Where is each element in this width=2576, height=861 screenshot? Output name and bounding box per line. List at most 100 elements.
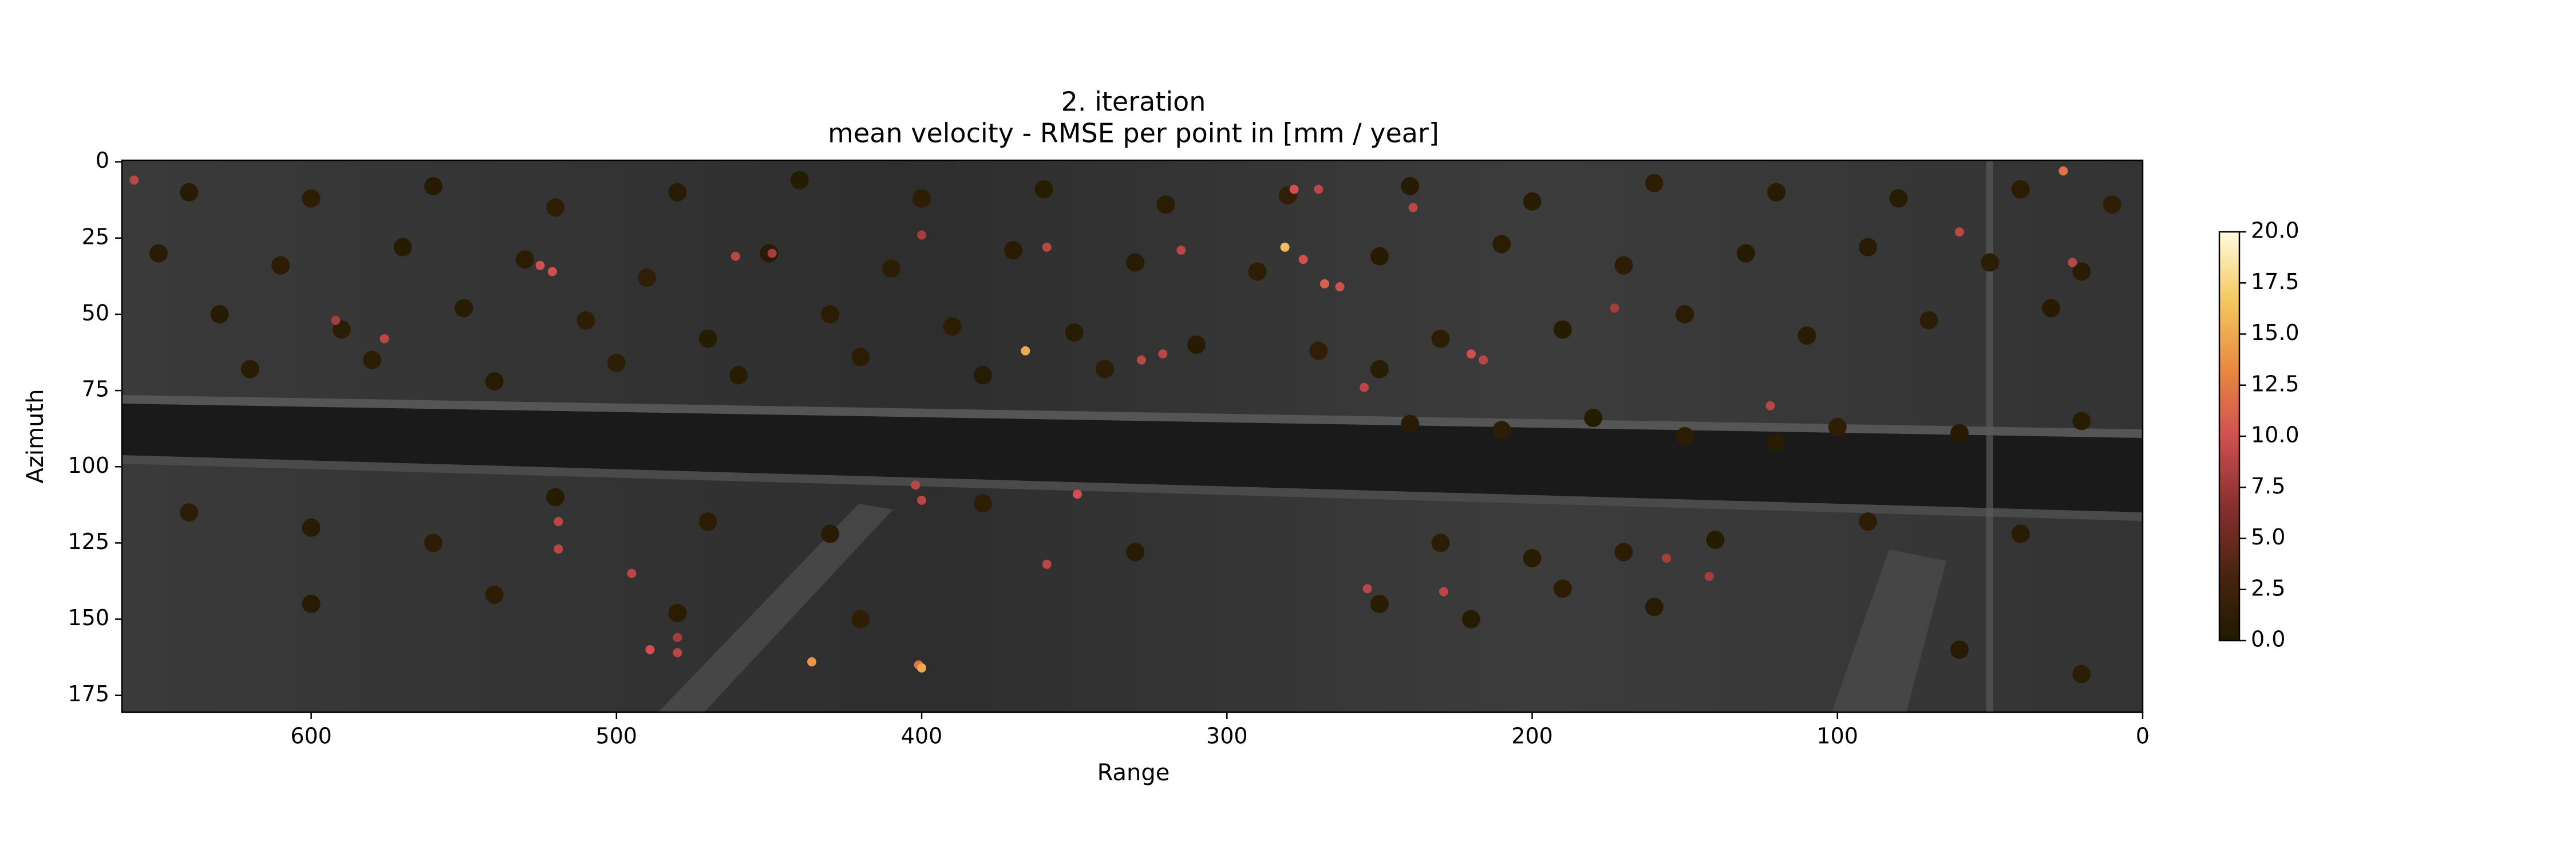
chart-title: 2. iteration [1061,86,1206,117]
point [1401,177,1420,196]
point [1362,584,1372,594]
point [1676,427,1694,445]
point [363,350,382,369]
point [668,603,687,622]
x-tick-label: 200 [1511,724,1553,749]
point [210,305,229,323]
point [912,189,931,208]
point [1645,173,1664,192]
colorbar-tick-label: 5.0 [2251,524,2285,550]
point [1431,329,1450,348]
point [807,657,817,667]
point [1955,227,1965,237]
point [1706,531,1725,550]
point [1176,246,1186,255]
point [1319,279,1329,289]
point [332,320,351,339]
point [1704,571,1714,581]
point [1584,409,1603,428]
point [1042,559,1052,569]
points [129,166,2121,684]
colorbar-tick-label: 7.5 [2251,473,2285,499]
point [1981,253,2000,272]
point [851,347,870,366]
point [973,494,992,513]
point [240,360,259,378]
point [1950,424,1969,443]
point [1126,543,1145,562]
point [1298,255,1308,264]
point [1439,587,1448,597]
point [851,610,870,629]
point [1065,323,1084,342]
point [790,171,809,189]
point [424,534,442,552]
point [668,183,687,202]
point [1096,360,1115,378]
colorbar-tick-label: 0.0 [2251,627,2285,652]
point [1645,598,1664,617]
point [2072,665,2091,684]
point [1676,305,1694,323]
point [638,268,657,287]
point [698,512,717,531]
point [2059,166,2068,176]
point [271,256,290,275]
colorbar-tick-label: 20.0 [2251,218,2300,243]
y-tick-label: 75 [82,377,109,402]
point [546,488,565,507]
point [911,480,920,490]
y-tick-label: 125 [68,529,109,554]
y-tick-label: 0 [96,148,109,173]
point [1553,320,1572,339]
colorbar [2218,231,2241,642]
point [2068,258,2077,267]
point [1889,189,1908,208]
point [1919,311,1938,330]
point [1004,241,1023,260]
point [1610,303,1619,313]
point [821,524,840,543]
point [1187,335,1206,354]
point [645,645,655,654]
point [554,517,563,527]
point [1859,238,1878,256]
x-tick-label: 300 [1206,724,1248,749]
point [180,503,199,522]
point [917,663,927,673]
point [546,198,565,217]
point [673,648,682,658]
point [2072,412,2091,430]
point [576,311,595,330]
x-tick-label: 100 [1817,724,1859,749]
point [1309,341,1328,360]
point [1614,543,1633,562]
point [1479,355,1488,365]
background-image [122,160,2143,712]
point [129,175,139,185]
point [1126,253,1145,272]
point [1370,594,1389,613]
point [331,315,341,325]
colorbar-tick-label: 15.0 [2251,320,2300,345]
point [1073,489,1082,499]
point [485,585,504,604]
point [917,230,927,240]
point [1466,349,1476,359]
point [1248,262,1267,281]
point [767,248,777,258]
point [424,177,442,196]
point [1034,180,1053,199]
point [149,244,168,263]
colorbar-tick-label: 17.5 [2251,269,2300,294]
chart-subtitle: mean velocity - RMSE per point in [mm / … [828,118,1439,149]
point [180,183,199,202]
point [2103,195,2121,214]
colorbar-tick-label: 12.5 [2251,371,2300,396]
y-tick-label: 175 [68,681,109,706]
point [1767,183,1786,202]
point [1158,349,1168,359]
point [729,366,748,385]
point [1523,192,1542,211]
